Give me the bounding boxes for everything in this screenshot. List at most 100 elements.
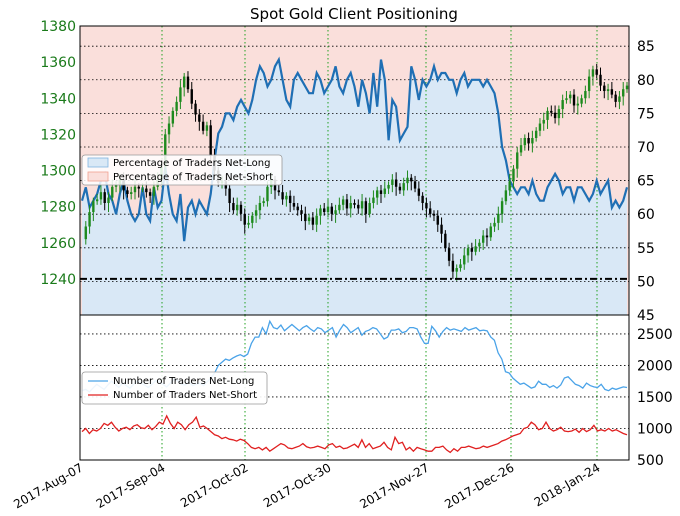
candle-body bbox=[266, 186, 269, 202]
candle-body bbox=[141, 188, 144, 190]
top-legend-box bbox=[81, 154, 283, 186]
price-tick-label: 1240 bbox=[40, 272, 76, 288]
candle bbox=[391, 174, 394, 193]
candle bbox=[186, 71, 190, 93]
candle bbox=[527, 132, 530, 151]
candle-body bbox=[576, 103, 579, 106]
candle-body bbox=[512, 168, 515, 182]
candle bbox=[394, 172, 398, 196]
candle-body bbox=[516, 152, 519, 169]
candle-body bbox=[417, 188, 421, 196]
candle bbox=[171, 107, 175, 128]
candle-body bbox=[239, 204, 243, 214]
candle-body bbox=[307, 217, 311, 222]
candle bbox=[175, 96, 178, 117]
pct-axis-ticks: 45 50 55 60 65 70 75 80 85 bbox=[637, 39, 655, 324]
candle bbox=[587, 69, 591, 99]
candle-body bbox=[95, 199, 99, 202]
candle bbox=[561, 94, 564, 119]
candle bbox=[625, 81, 629, 93]
candle bbox=[622, 81, 625, 106]
candle-body bbox=[107, 197, 110, 204]
candle bbox=[432, 210, 436, 222]
candle-body bbox=[164, 134, 167, 167]
candle-body bbox=[357, 204, 360, 209]
candle bbox=[591, 65, 595, 86]
candle bbox=[126, 186, 129, 198]
candle-body bbox=[538, 123, 542, 131]
candle-body bbox=[304, 213, 307, 222]
candle-body bbox=[497, 213, 500, 223]
candle bbox=[504, 184, 508, 205]
candle-body bbox=[201, 121, 205, 131]
candle bbox=[379, 184, 383, 204]
top-panel bbox=[80, 26, 629, 315]
candle-body bbox=[326, 206, 330, 213]
candle-body bbox=[364, 201, 368, 214]
candle bbox=[440, 217, 443, 243]
candle bbox=[444, 230, 447, 252]
bottom-legend-box bbox=[81, 371, 268, 405]
candle-body bbox=[421, 195, 424, 204]
candle bbox=[235, 197, 239, 216]
candle-body bbox=[531, 137, 534, 144]
candle bbox=[285, 192, 288, 207]
candle bbox=[315, 208, 318, 232]
candle bbox=[451, 253, 455, 279]
candle-body bbox=[349, 203, 352, 209]
candle bbox=[372, 190, 375, 209]
candle bbox=[334, 204, 337, 223]
candle bbox=[307, 213, 311, 225]
candle bbox=[205, 121, 209, 137]
candle-body bbox=[114, 184, 118, 187]
price-tick-label: 1260 bbox=[40, 236, 76, 252]
candle bbox=[417, 181, 421, 202]
pct-tick-label: 75 bbox=[637, 106, 655, 122]
candle-body bbox=[428, 208, 432, 214]
candle-body bbox=[606, 89, 610, 92]
candle bbox=[277, 184, 281, 196]
candle-body bbox=[175, 101, 178, 111]
candle-body bbox=[372, 197, 375, 204]
bottom-frame bbox=[79, 314, 630, 461]
candle-body bbox=[500, 201, 504, 214]
candle bbox=[470, 242, 474, 261]
candle-body bbox=[285, 195, 288, 200]
candle-body bbox=[406, 177, 409, 184]
pct-tick-label: 85 bbox=[637, 39, 655, 55]
candle bbox=[595, 63, 598, 79]
candle bbox=[194, 100, 197, 122]
candle-body bbox=[126, 190, 129, 194]
candle-body bbox=[485, 235, 489, 238]
candle-body bbox=[470, 248, 474, 252]
count-tick-label: 500 bbox=[637, 453, 664, 469]
candle bbox=[262, 197, 265, 207]
pct-tick-label: 70 bbox=[637, 140, 655, 156]
candle-body bbox=[167, 123, 171, 135]
candle-body bbox=[489, 226, 492, 238]
candle-body bbox=[99, 192, 103, 200]
candle bbox=[584, 85, 587, 104]
candle-body bbox=[330, 206, 333, 214]
chart-title: Spot Gold Client Positioning bbox=[250, 5, 458, 23]
candle bbox=[288, 190, 292, 213]
count-tick-label: 2000 bbox=[637, 358, 673, 374]
candle-body bbox=[618, 96, 621, 102]
candle-body bbox=[288, 195, 292, 204]
candle bbox=[258, 195, 262, 220]
candle-body bbox=[148, 192, 152, 196]
candle-body bbox=[436, 215, 439, 225]
candle bbox=[266, 181, 269, 207]
candle bbox=[512, 165, 515, 189]
candle-body bbox=[88, 212, 91, 227]
candle-body bbox=[410, 177, 413, 182]
price-tick-label: 1380 bbox=[40, 19, 76, 35]
candle bbox=[606, 83, 610, 101]
candle bbox=[402, 177, 405, 196]
candle bbox=[296, 203, 299, 216]
candle-body bbox=[182, 76, 186, 88]
candle bbox=[572, 89, 576, 113]
candle-body bbox=[319, 208, 322, 216]
candle-body bbox=[292, 203, 296, 207]
candle bbox=[406, 170, 409, 191]
